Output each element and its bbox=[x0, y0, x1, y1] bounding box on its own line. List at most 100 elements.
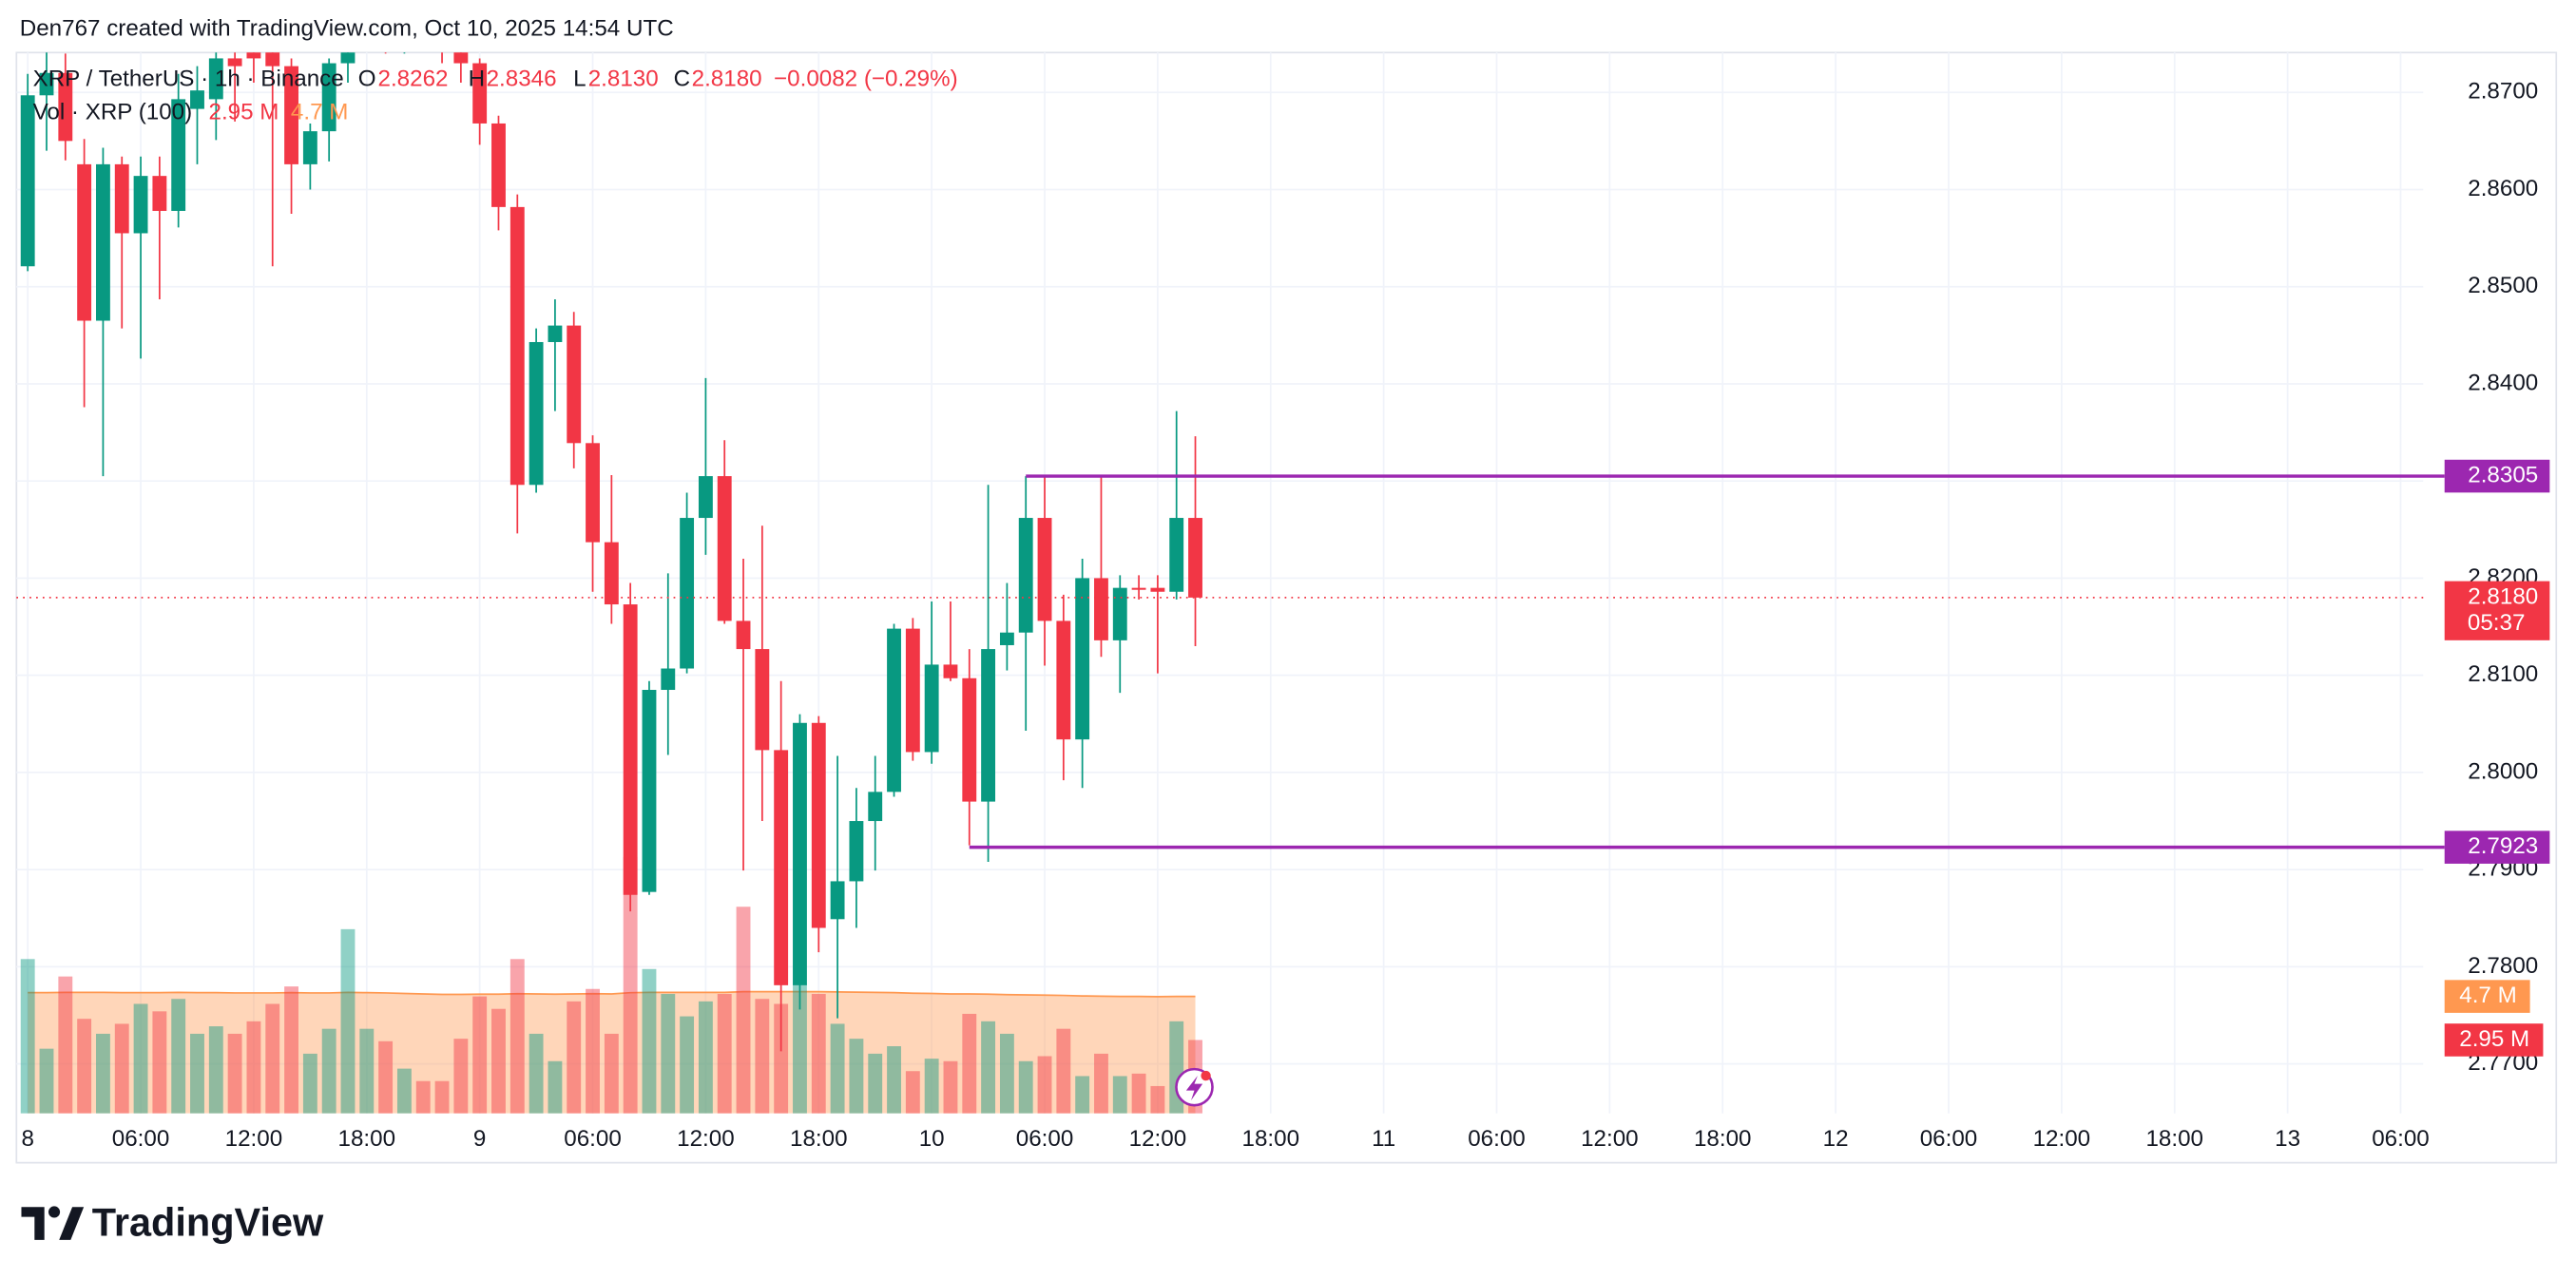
candle-body bbox=[868, 792, 883, 822]
volume-bar bbox=[736, 907, 751, 1114]
x-tick-label: 9 bbox=[473, 1126, 486, 1152]
low-value: 2.8130 bbox=[588, 67, 659, 92]
volume-bar bbox=[548, 1060, 563, 1114]
candle-body bbox=[905, 628, 920, 753]
volume-ma-value: 4.7 M bbox=[291, 100, 349, 125]
volume-bar bbox=[830, 1023, 845, 1114]
volume-bar bbox=[284, 986, 298, 1114]
volume-bar bbox=[190, 1033, 204, 1114]
candle-body bbox=[774, 750, 789, 985]
candle-body bbox=[77, 163, 92, 321]
candle-body bbox=[548, 325, 563, 342]
candle-body bbox=[604, 542, 619, 605]
candle-body bbox=[1037, 518, 1052, 621]
candle-body bbox=[830, 881, 845, 920]
y-tick-label: 2.8600 bbox=[2468, 176, 2538, 201]
volume-bar bbox=[472, 996, 488, 1114]
volume-bar bbox=[586, 988, 600, 1114]
candle-body bbox=[302, 131, 317, 164]
candle-body bbox=[39, 72, 54, 96]
logo-dot bbox=[48, 1206, 61, 1218]
x-tick-label: 06:00 bbox=[112, 1126, 170, 1152]
volume-tag bbox=[2444, 980, 2530, 1013]
candle-body bbox=[680, 518, 695, 669]
candle-body bbox=[586, 443, 600, 543]
volume-bar bbox=[962, 1013, 977, 1114]
candle-body bbox=[284, 66, 298, 164]
candle-body bbox=[491, 123, 506, 207]
volume-bar bbox=[227, 1033, 242, 1114]
volume-title: Vol · XRP (100) bbox=[33, 100, 193, 125]
volume-bar bbox=[774, 1003, 789, 1114]
candle-body bbox=[265, 52, 280, 67]
candle-body bbox=[246, 52, 261, 59]
volume-value: 2.95 M bbox=[209, 100, 279, 125]
y-tick-label: 2.8700 bbox=[2468, 79, 2538, 105]
y-tick-label: 2.7800 bbox=[2468, 953, 2538, 979]
volume-bar bbox=[905, 1071, 920, 1114]
level-tag bbox=[2444, 459, 2550, 493]
candle-body bbox=[1131, 587, 1146, 590]
candle-body bbox=[642, 690, 657, 892]
volume-ma-area bbox=[28, 991, 1196, 1114]
volume-bar bbox=[133, 1003, 148, 1114]
x-tick-label: 06:00 bbox=[2372, 1126, 2430, 1152]
candle-body bbox=[340, 52, 356, 64]
candle-body bbox=[1056, 620, 1071, 740]
x-tick-label: 18:00 bbox=[338, 1126, 396, 1152]
legend-volume: Vol · XRP (100) 2.95 M 4.7 M bbox=[33, 100, 349, 125]
candle-body bbox=[509, 206, 525, 486]
volume-bar bbox=[680, 1016, 695, 1114]
volume-tag-label: 2.95 M bbox=[2459, 1026, 2529, 1052]
grid bbox=[16, 52, 2424, 1114]
high-value: 2.8346 bbox=[487, 67, 557, 92]
x-tick-label: 18:00 bbox=[790, 1126, 848, 1152]
last-price-label: 2.8180 bbox=[2468, 583, 2538, 609]
candle-body bbox=[1094, 578, 1108, 640]
candle-body bbox=[717, 476, 732, 621]
volume-bar bbox=[604, 1033, 619, 1114]
volume-bar bbox=[1112, 1076, 1127, 1114]
x-tick-label: 10 bbox=[919, 1126, 945, 1152]
volume-bar bbox=[359, 1028, 375, 1114]
candle-body bbox=[793, 722, 807, 985]
volume-bar bbox=[434, 1080, 450, 1114]
candle-body bbox=[1169, 518, 1184, 592]
candle-body bbox=[999, 632, 1014, 645]
x-tick-label: 12:00 bbox=[225, 1126, 283, 1152]
volume-bar bbox=[1150, 1085, 1165, 1114]
volume-bar bbox=[152, 1011, 167, 1114]
x-tick-label: 06:00 bbox=[1016, 1126, 1074, 1152]
x-tick-label: 8 bbox=[21, 1126, 33, 1152]
volume-bar bbox=[623, 856, 638, 1114]
volume-bar bbox=[698, 1001, 713, 1114]
volume-bar bbox=[302, 1053, 317, 1114]
candle-body bbox=[567, 325, 582, 444]
volume-bar bbox=[755, 999, 770, 1114]
candle-body bbox=[529, 341, 544, 486]
volume-bar bbox=[887, 1046, 901, 1114]
volume-bar bbox=[1018, 1060, 1033, 1114]
volume-bar bbox=[1131, 1073, 1146, 1114]
volume-bar bbox=[1037, 1056, 1052, 1114]
volume-bar bbox=[793, 983, 807, 1114]
volume-bar bbox=[943, 1060, 958, 1114]
volume-bar bbox=[868, 1053, 883, 1114]
candle-body bbox=[736, 620, 751, 650]
candle-body bbox=[924, 664, 939, 753]
x-tick-label: 06:00 bbox=[1920, 1126, 1978, 1152]
legend-main: XRP / TetherUS · 1h · Binance O 2.8262 H… bbox=[33, 67, 958, 92]
alert-bolt bbox=[1185, 1076, 1203, 1100]
brand-name: TradingView bbox=[92, 1199, 324, 1244]
volume-bar bbox=[340, 928, 356, 1114]
volume-bar bbox=[265, 1003, 280, 1114]
volume-bar bbox=[811, 993, 826, 1114]
candle-body bbox=[1018, 518, 1033, 633]
candle-body bbox=[887, 628, 901, 792]
change-value: −0.0082 (−0.29%) bbox=[774, 67, 958, 92]
volume-pane bbox=[20, 856, 1202, 1114]
candle-body bbox=[133, 176, 148, 234]
candle-body bbox=[114, 163, 129, 234]
candle-body bbox=[1150, 587, 1165, 592]
countdown-label: 05:37 bbox=[2468, 610, 2526, 636]
